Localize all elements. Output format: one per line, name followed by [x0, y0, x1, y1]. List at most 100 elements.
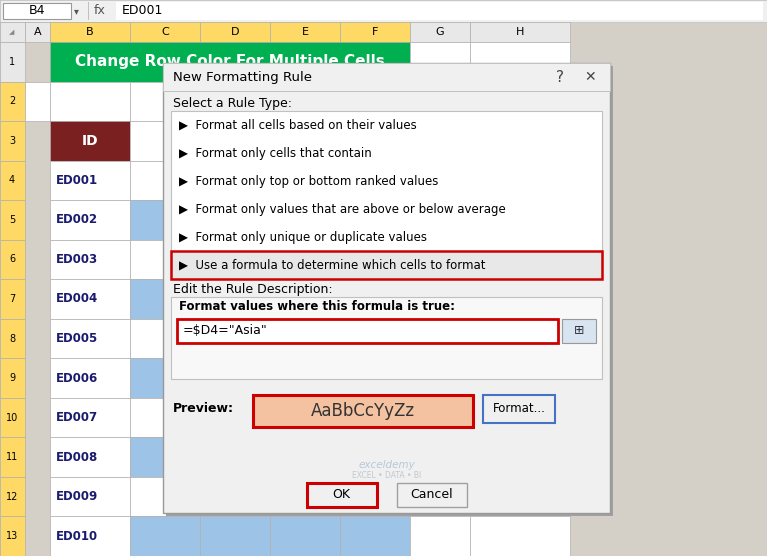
Text: ▶  Format only top or bottom ranked values: ▶ Format only top or bottom ranked value… — [179, 175, 439, 187]
Text: Select a Rule Type:: Select a Rule Type: — [173, 97, 292, 110]
Text: ▾: ▾ — [74, 6, 78, 16]
Bar — [50, 240, 130, 279]
Text: ▶  Format only values that are above or below average: ▶ Format only values that are above or b… — [179, 202, 505, 216]
Bar — [50, 438, 130, 477]
Bar — [177, 319, 558, 343]
Bar — [200, 358, 270, 398]
Text: 9: 9 — [9, 373, 15, 383]
Bar — [340, 240, 410, 279]
Bar — [410, 398, 470, 438]
Bar — [340, 121, 410, 161]
Bar — [340, 319, 410, 358]
Text: 8: 8 — [9, 334, 15, 344]
Bar — [130, 121, 200, 161]
Bar — [130, 240, 200, 279]
Bar — [0, 319, 25, 358]
Text: 11: 11 — [6, 452, 18, 462]
Text: ED001: ED001 — [122, 4, 163, 17]
Text: ⊞: ⊞ — [574, 325, 584, 337]
Text: ED006: ED006 — [56, 371, 98, 385]
Text: 2: 2 — [9, 96, 15, 106]
Bar — [0, 161, 25, 200]
Bar — [50, 398, 130, 438]
Bar — [0, 121, 25, 161]
Text: ED001: ED001 — [56, 174, 98, 187]
Text: E: E — [301, 27, 308, 37]
Text: Format...: Format... — [492, 403, 545, 415]
Bar — [130, 200, 200, 240]
Text: ED005: ED005 — [56, 332, 98, 345]
Bar — [130, 398, 200, 438]
Bar — [470, 82, 570, 121]
Bar — [171, 297, 602, 379]
Bar — [270, 22, 340, 42]
Bar — [270, 358, 340, 398]
Text: fx: fx — [94, 4, 106, 17]
Bar — [166, 66, 613, 516]
Bar — [0, 398, 25, 438]
Text: 13: 13 — [6, 531, 18, 541]
Bar — [410, 240, 470, 279]
Bar — [470, 42, 570, 82]
Text: ▶  Format all cells based on their values: ▶ Format all cells based on their values — [179, 118, 416, 132]
Text: ◢: ◢ — [9, 29, 15, 35]
Bar — [0, 82, 25, 121]
Bar — [340, 279, 410, 319]
Bar — [130, 358, 200, 398]
Text: ▶  Use a formula to determine which cells to format: ▶ Use a formula to determine which cells… — [179, 259, 486, 271]
Bar — [200, 398, 270, 438]
Text: C: C — [161, 27, 169, 37]
Text: 3: 3 — [9, 136, 15, 146]
Bar — [470, 279, 570, 319]
Bar — [270, 517, 340, 556]
Bar — [410, 477, 470, 517]
Text: B4: B4 — [28, 4, 45, 17]
Text: Format values where this formula is true:: Format values where this formula is true… — [179, 300, 455, 314]
Text: ID: ID — [82, 134, 98, 148]
Bar — [410, 42, 470, 82]
Bar — [200, 161, 270, 200]
Text: 10: 10 — [6, 413, 18, 423]
Bar — [25, 82, 50, 121]
Text: 4: 4 — [9, 175, 15, 185]
Bar — [0, 0, 767, 22]
Bar — [163, 91, 610, 92]
Text: ED003: ED003 — [56, 253, 98, 266]
Text: ED008: ED008 — [56, 451, 98, 464]
Bar — [200, 22, 270, 42]
Bar — [130, 22, 200, 42]
Text: Cancel: Cancel — [410, 489, 453, 502]
Bar — [270, 279, 340, 319]
Bar — [410, 358, 470, 398]
Bar — [270, 477, 340, 517]
Bar — [470, 200, 570, 240]
Bar — [410, 121, 470, 161]
Bar — [116, 2, 763, 20]
Text: ED002: ED002 — [56, 214, 98, 226]
Bar — [410, 517, 470, 556]
Bar — [3, 3, 71, 19]
Text: EXCEL • DATA • BI: EXCEL • DATA • BI — [352, 470, 421, 479]
Bar — [200, 319, 270, 358]
Bar — [340, 477, 410, 517]
Bar — [470, 161, 570, 200]
Bar — [171, 111, 602, 279]
Bar — [397, 483, 466, 507]
Text: =$D4="Asia": =$D4="Asia" — [183, 325, 268, 337]
Bar — [410, 161, 470, 200]
Bar — [200, 279, 270, 319]
Bar — [562, 319, 596, 343]
Text: ✕: ✕ — [584, 70, 596, 84]
Text: F: F — [372, 27, 378, 37]
Bar — [50, 22, 130, 42]
Text: AaBbCcYyZz: AaBbCcYyZz — [311, 402, 415, 420]
Bar — [0, 477, 25, 517]
Bar — [50, 121, 130, 161]
Bar — [50, 82, 130, 121]
Bar — [50, 517, 130, 556]
Text: D: D — [231, 27, 239, 37]
Bar — [130, 161, 200, 200]
Bar — [163, 63, 610, 91]
Bar — [470, 438, 570, 477]
Bar — [50, 279, 130, 319]
